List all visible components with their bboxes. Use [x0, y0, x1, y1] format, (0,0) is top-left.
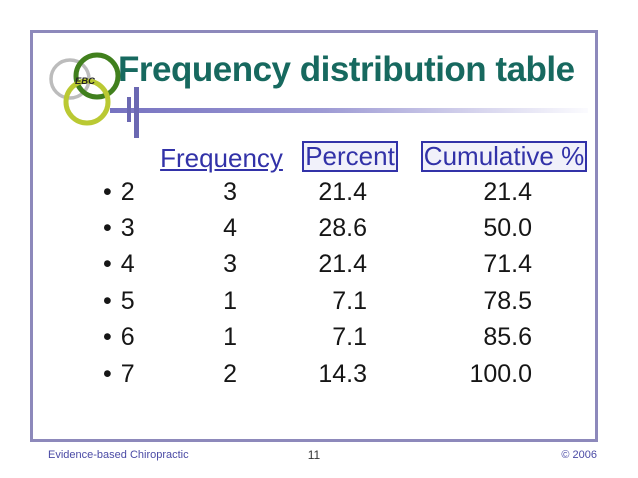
logo-yellow-ring: [63, 78, 111, 126]
row-value: • 3: [103, 214, 135, 243]
row-percent: 7.1: [332, 286, 367, 315]
slide-border: [30, 30, 598, 442]
row-percent: 21.4: [318, 177, 367, 206]
ebc-logo: EBC: [49, 52, 121, 126]
accent-tick-short: [127, 97, 131, 122]
page-title: Frequency distribution table: [118, 50, 575, 89]
bullet-icon: •: [103, 177, 112, 206]
table-row: • 4 3 21.4 71.4: [85, 247, 550, 283]
row-frequency: 3: [223, 250, 237, 279]
slide-page-number: 11: [307, 448, 321, 462]
logo-green-ring: [73, 52, 121, 100]
table-row: • 2 3 21.4 21.4: [85, 174, 550, 210]
row-percent: 28.6: [318, 214, 367, 243]
row-cumulative: 78.5: [483, 286, 532, 315]
row-cumulative: 50.0: [483, 214, 532, 243]
row-frequency: 3: [223, 177, 237, 206]
row-percent: 21.4: [318, 250, 367, 279]
row-cumulative: 21.4: [483, 177, 532, 206]
table-row: • 3 4 28.6 50.0: [85, 210, 550, 246]
row-frequency: 1: [223, 323, 237, 352]
row-percent: 14.3: [318, 359, 367, 388]
logo-text: EBC: [75, 76, 95, 87]
table-row: • 6 1 7.1 85.6: [85, 320, 550, 356]
title-underline-rule: [110, 108, 588, 113]
row-value: • 2: [103, 177, 135, 206]
row-frequency: 4: [223, 214, 237, 243]
row-cumulative: 85.6: [483, 323, 532, 352]
table-row: • 5 1 7.1 78.5: [85, 283, 550, 319]
accent-tick-tall: [134, 87, 139, 138]
row-cumulative: 100.0: [469, 359, 532, 388]
row-cumulative: 71.4: [483, 250, 532, 279]
table-row: • 7 2 14.3 100.0: [85, 356, 550, 392]
bullet-icon: •: [103, 323, 112, 352]
bullet-icon: •: [103, 214, 112, 243]
column-header-percent: Percent: [302, 141, 398, 172]
bullet-icon: •: [103, 250, 112, 279]
column-header-frequency: Frequency: [160, 143, 283, 173]
footer-course-title: Evidence-based Chiropractic: [48, 449, 189, 461]
bullet-icon: •: [103, 359, 112, 388]
row-percent: 7.1: [332, 323, 367, 352]
column-header-cumulative: Cumulative %: [421, 141, 587, 172]
row-value: • 5: [103, 286, 135, 315]
row-value: • 7: [103, 359, 135, 388]
frequency-table-body: • 2 3 21.4 21.4 • 3 4 28.6 50.0 • 4 3 21.4 …: [85, 174, 550, 392]
row-value: • 4: [103, 250, 135, 279]
bullet-icon: •: [103, 286, 112, 315]
row-frequency: 2: [223, 359, 237, 388]
row-frequency: 1: [223, 286, 237, 315]
row-value: • 6: [103, 323, 135, 352]
footer-copyright: © 2006: [561, 449, 597, 461]
